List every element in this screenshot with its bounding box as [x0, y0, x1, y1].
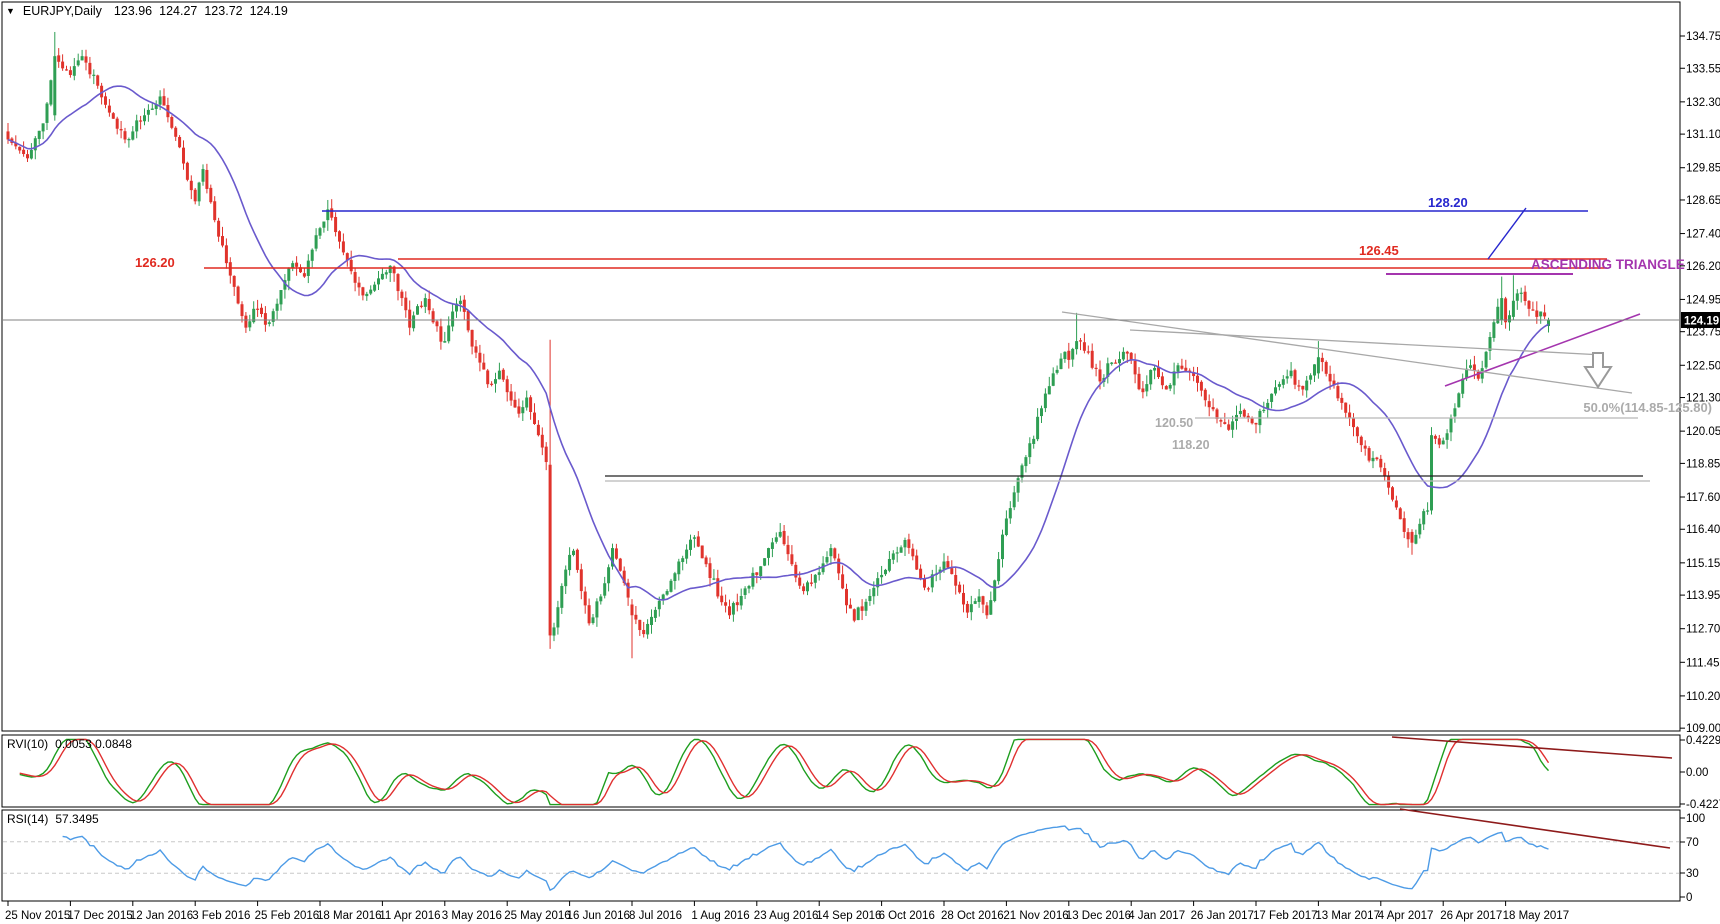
chart-title-bar: ▼ EURJPY,Daily 123.96 124.27 123.72 124.19	[6, 4, 288, 18]
gray-trendline-upper[interactable]	[1061, 311, 1633, 394]
rvi-trendline[interactable]	[1391, 736, 1673, 759]
price-tick-label: 112.70	[1686, 624, 1720, 636]
price-tick-label: 124.95	[1686, 294, 1720, 306]
price-tick-label: 115.15	[1686, 558, 1720, 570]
date-label: 23 Aug 2016	[754, 910, 819, 922]
label-126-45[interactable]: 126.45	[1359, 243, 1399, 258]
date-label: 3 Feb 2016	[192, 910, 250, 922]
price-tick-label: 131.10	[1686, 129, 1720, 141]
date-label: 25 Feb 2016	[255, 910, 320, 922]
rsi-values: 57.3495	[55, 812, 99, 826]
rsi-scale-label: 70	[1686, 837, 1699, 849]
date-label: 3 May 2016	[442, 910, 502, 922]
date-label: 17 Feb 2017	[1253, 910, 1318, 922]
price-tick-label: 132.30	[1686, 97, 1720, 109]
date-label: 21 Nov 2016	[1003, 910, 1068, 922]
gray-trendline-lower[interactable]	[1129, 329, 1604, 356]
date-label: 6 Oct 2016	[879, 910, 935, 922]
date-label: 13 Mar 2017	[1315, 910, 1380, 922]
date-label: 8 Jul 2016	[629, 910, 682, 922]
current-price-badge	[1681, 312, 1720, 328]
rvi-values: 0.0053 0.0848	[55, 737, 132, 751]
date-label: 4 Apr 2017	[1378, 910, 1434, 922]
label-126-20[interactable]: 126.20	[135, 255, 175, 270]
date-label: 28 Oct 2016	[941, 910, 1004, 922]
candlestick-series	[6, 31, 1550, 659]
label-128-20[interactable]: 128.20	[1428, 195, 1468, 210]
label-120-50[interactable]: 120.50	[1155, 416, 1193, 430]
current-price-badge-label: 124.19	[1684, 316, 1719, 328]
date-label: 12 Jan 2016	[130, 910, 193, 922]
rsi-indicator-label: RSI(14) 57.3495	[7, 812, 99, 826]
date-label: 18 Mar 2016	[317, 910, 382, 922]
price-axis: 134.75 133.55 132.30 131.10 129.85 128.65 127.…	[1680, 31, 1720, 904]
date-label: 1 Aug 2016	[691, 910, 749, 922]
date-label: 26 Jan 2017	[1191, 910, 1254, 922]
date-label: 25 May 2016	[504, 910, 571, 922]
price-tick-label: 128.65	[1686, 195, 1720, 207]
price-tick-label: 122.50	[1686, 360, 1720, 372]
price-tick-label: 109.00	[1686, 723, 1720, 735]
rsi-scale-label: 0	[1686, 892, 1692, 904]
symbol-dropdown-icon[interactable]: ▼	[6, 6, 15, 16]
price-tick-label: 126.20	[1686, 261, 1720, 273]
price-tick-label: 117.60	[1686, 492, 1720, 504]
date-label: 17 Dec 2015	[67, 910, 132, 922]
rsi-panel[interactable]	[1, 809, 1681, 902]
quote-high: 124.27	[159, 4, 198, 18]
rsi-scale-label: 30	[1686, 868, 1699, 880]
projection-trendline-blue[interactable]	[1487, 207, 1527, 260]
date-label: 14 Sep 2016	[816, 910, 881, 922]
price-tick-label: 116.40	[1686, 524, 1720, 536]
triangle-support-line[interactable]	[1444, 313, 1641, 387]
main-chart-panel[interactable]	[1, 1, 1681, 732]
rvi-green-line	[19, 738, 1550, 806]
date-label: 13 Dec 2016	[1066, 910, 1131, 922]
price-tick-label: 113.95	[1686, 590, 1720, 602]
chart-title-symbol: EURJPY,Daily	[22, 4, 102, 18]
rsi-line	[62, 825, 1549, 892]
label-ascending-triangle[interactable]: ASCENDING TRIANGLE	[1531, 257, 1685, 272]
price-tick-label: 118.85	[1686, 458, 1720, 470]
price-tick-label: 133.55	[1686, 63, 1720, 75]
quote-low: 123.72	[204, 4, 243, 18]
rvi-indicator-label: RVI(10) 0.0053 0.0848	[7, 737, 132, 751]
rsi-trendline[interactable]	[1399, 808, 1671, 849]
date-label: 11 Apr 2016	[379, 910, 440, 922]
price-tick-label: 121.30	[1686, 393, 1720, 405]
price-tick-label: 134.75	[1686, 31, 1720, 43]
label-fibo-50[interactable]: 50.0%(114.85-125.80)	[1583, 400, 1712, 415]
date-label: 25 Nov 2015	[5, 910, 70, 922]
price-tick-label: 127.40	[1686, 229, 1720, 241]
moving-average-line	[7, 85, 1549, 601]
rsi-scale-label: 100	[1686, 813, 1705, 825]
rvi-name: RVI(10)	[7, 737, 49, 751]
quote-close: 124.19	[249, 4, 288, 18]
rvi-scale-label: 0.4229	[1686, 735, 1720, 747]
rvi-red-line	[19, 738, 1550, 806]
date-label: 16 Jun 2016	[567, 910, 630, 922]
down-arrow-icon[interactable]	[1583, 352, 1613, 389]
price-tick-label: 111.45	[1686, 657, 1719, 669]
rvi-scale-label: -0.4227	[1686, 799, 1720, 811]
rsi-name: RSI(14)	[7, 812, 49, 826]
date-label: 4 Jan 2017	[1128, 910, 1185, 922]
price-tick-label: 120.05	[1686, 426, 1720, 438]
price-tick-label: 129.85	[1686, 163, 1720, 175]
price-tick-label: 123.75	[1686, 327, 1720, 339]
rvi-scale-label: 0.00	[1686, 767, 1708, 779]
label-118-20[interactable]: 118.20	[1172, 438, 1210, 452]
quote-open: 123.96	[113, 4, 153, 18]
date-label: 26 Apr 2017	[1440, 910, 1502, 922]
date-label: 18 May 2017	[1503, 910, 1570, 922]
price-tick-label: 110.20	[1686, 691, 1720, 703]
